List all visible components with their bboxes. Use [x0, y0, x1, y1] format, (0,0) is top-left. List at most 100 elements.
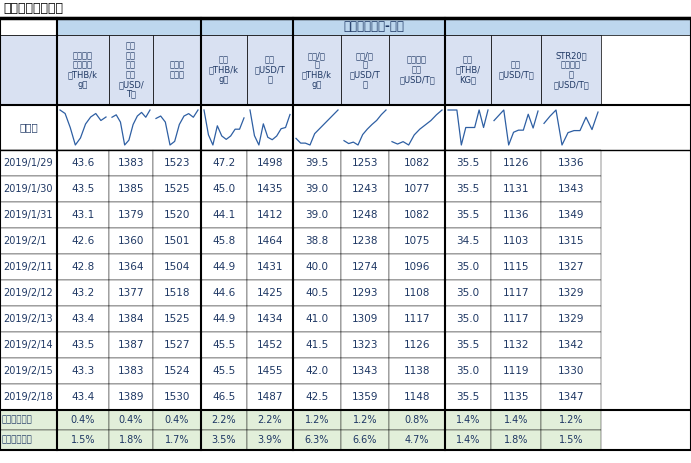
Bar — [247, 332, 293, 358]
Bar — [247, 254, 293, 280]
Bar — [389, 150, 445, 176]
Bar — [341, 358, 389, 384]
Bar — [445, 280, 491, 306]
Text: 1126: 1126 — [503, 158, 529, 168]
Text: 2019/1/31: 2019/1/31 — [3, 210, 53, 220]
Bar — [293, 280, 341, 306]
Text: 45.5: 45.5 — [212, 340, 236, 350]
Text: 1238: 1238 — [352, 236, 378, 246]
Bar — [341, 384, 389, 410]
Bar — [153, 306, 201, 332]
Text: 1075: 1075 — [404, 236, 430, 246]
Text: 1412: 1412 — [257, 210, 283, 220]
Bar — [293, 202, 341, 228]
Text: 35.5: 35.5 — [456, 158, 480, 168]
Text: 1136: 1136 — [503, 210, 529, 220]
Bar — [153, 176, 201, 202]
Text: 0.4%: 0.4% — [70, 415, 95, 425]
Bar — [153, 202, 201, 228]
Text: 1389: 1389 — [117, 392, 144, 402]
Text: 1.2%: 1.2% — [305, 415, 329, 425]
Bar — [389, 332, 445, 358]
Bar — [445, 410, 491, 430]
Bar — [445, 384, 491, 410]
Text: 1336: 1336 — [558, 158, 585, 168]
Text: 1077: 1077 — [404, 184, 430, 194]
Bar — [109, 410, 153, 430]
Bar — [57, 430, 109, 450]
Bar — [293, 150, 341, 176]
Text: 1.4%: 1.4% — [456, 435, 480, 445]
Text: 1455: 1455 — [257, 366, 283, 376]
Text: 1135: 1135 — [503, 392, 529, 402]
Text: 1243: 1243 — [352, 184, 378, 194]
Text: 1.4%: 1.4% — [456, 415, 480, 425]
Text: 35.5: 35.5 — [456, 210, 480, 220]
Text: 1387: 1387 — [117, 340, 144, 350]
Bar — [247, 150, 293, 176]
Text: 1119: 1119 — [503, 366, 529, 376]
Bar — [153, 410, 201, 430]
Bar — [0, 35, 57, 105]
Text: 未熏烟片
（白片）
（THB/k
g）: 未熏烟片 （白片） （THB/k g） — [68, 51, 98, 89]
Text: 39.5: 39.5 — [305, 158, 329, 168]
Text: 1293: 1293 — [352, 288, 378, 298]
Text: 泰国原料市场-宋卡: 泰国原料市场-宋卡 — [343, 20, 404, 33]
Bar — [109, 35, 153, 105]
Text: 1082: 1082 — [404, 210, 430, 220]
Bar — [341, 150, 389, 176]
Bar — [389, 35, 445, 105]
Bar — [491, 332, 541, 358]
Bar — [0, 332, 57, 358]
Bar — [57, 176, 109, 202]
Text: 1.7%: 1.7% — [164, 435, 189, 445]
Bar — [341, 306, 389, 332]
Text: 2019/1/30: 2019/1/30 — [3, 184, 53, 194]
Bar — [389, 202, 445, 228]
Text: 45.0: 45.0 — [212, 184, 236, 194]
Bar — [0, 254, 57, 280]
Text: 44.1: 44.1 — [212, 210, 236, 220]
Bar — [293, 176, 341, 202]
Text: 1.8%: 1.8% — [504, 435, 528, 445]
Bar — [57, 306, 109, 332]
Text: 2019/2/18: 2019/2/18 — [3, 392, 53, 402]
Text: 35.0: 35.0 — [457, 366, 480, 376]
Text: 6.3%: 6.3% — [305, 435, 329, 445]
Text: 35.0: 35.0 — [457, 314, 480, 324]
Text: 43.5: 43.5 — [71, 340, 95, 350]
Text: 1525: 1525 — [164, 184, 190, 194]
Text: 2019/2/11: 2019/2/11 — [3, 262, 53, 272]
Text: 4.7%: 4.7% — [405, 435, 429, 445]
Bar — [293, 35, 341, 105]
Bar — [109, 150, 153, 176]
Text: 35.5: 35.5 — [456, 392, 480, 402]
Text: 35.5: 35.5 — [456, 340, 480, 350]
Text: 1329: 1329 — [558, 288, 585, 298]
Bar — [491, 358, 541, 384]
Text: 泰国原料市场报价: 泰国原料市场报价 — [3, 2, 63, 15]
Text: 0.4%: 0.4% — [119, 415, 143, 425]
Bar — [341, 430, 389, 450]
Text: 烟片
（THB/k
g）: 烟片 （THB/k g） — [209, 56, 239, 84]
Text: 1115: 1115 — [503, 262, 529, 272]
Text: 乳胶/胶
水
（THB/k
g）: 乳胶/胶 水 （THB/k g） — [302, 51, 332, 89]
Bar — [153, 384, 201, 410]
Bar — [153, 280, 201, 306]
Text: 1504: 1504 — [164, 262, 190, 272]
Text: 3.5%: 3.5% — [211, 435, 236, 445]
Bar — [109, 228, 153, 254]
Text: 1425: 1425 — [257, 288, 283, 298]
Text: 1379: 1379 — [117, 210, 144, 220]
Bar — [491, 228, 541, 254]
Text: 1527: 1527 — [164, 340, 190, 350]
Bar — [491, 384, 541, 410]
Bar — [389, 430, 445, 450]
Text: 2019/2/1: 2019/2/1 — [3, 236, 46, 246]
Text: 1383: 1383 — [117, 158, 144, 168]
Bar — [491, 150, 541, 176]
Bar — [445, 430, 491, 450]
Bar — [247, 228, 293, 254]
Bar — [57, 150, 109, 176]
Bar — [341, 410, 389, 430]
